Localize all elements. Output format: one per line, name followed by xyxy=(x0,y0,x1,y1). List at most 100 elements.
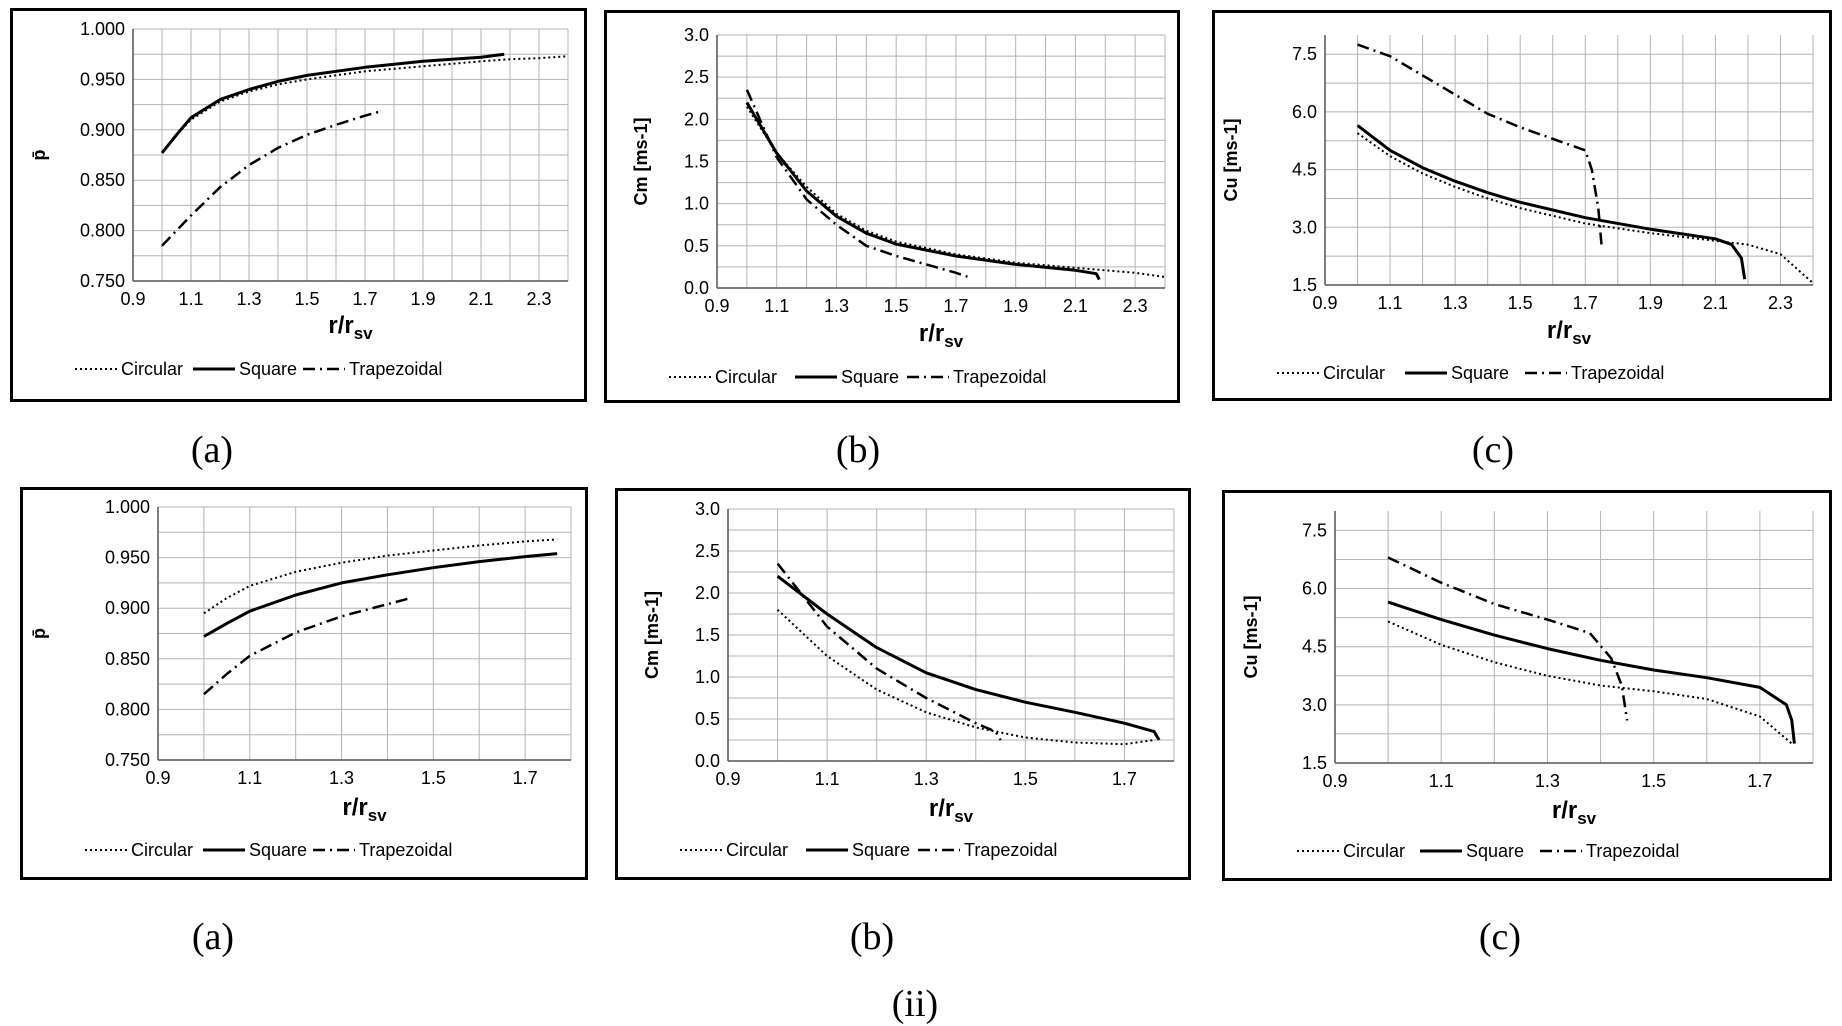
x-axis-title-subscript: sv xyxy=(944,332,963,351)
chart-svg: 0.9 1.1 1.3 1.5 1.7 0.750 0.800 0.850 0.900 0.950… xyxy=(29,497,572,860)
x-tick-label: 2.1 xyxy=(1063,296,1088,316)
y-axis-title: p̄ xyxy=(29,628,49,639)
x-tick-label: 1.9 xyxy=(410,289,435,309)
x-tick-label: 0.9 xyxy=(120,289,145,309)
chart-svg: 0.9 1.1 1.3 1.5 1.7 1.9 2.1 2.3 0.0 0.5 1.0 1.5 2.0 2… xyxy=(631,25,1166,387)
series-line-circular xyxy=(1387,620,1793,745)
chart-svg: 0.9 1.1 1.3 1.5 1.7 1.5 3.0 4.5 6.0 7.5 r/rsv Cu [m… xyxy=(1241,511,1814,861)
series-line-square xyxy=(160,52,505,154)
legend-label-square: Square xyxy=(239,359,297,379)
y-axis-title: p̄ xyxy=(29,150,49,161)
series-line-trapezoidal xyxy=(161,110,380,247)
y-tick-label: 1.5 xyxy=(1302,753,1327,773)
y-tick-label: 1.000 xyxy=(105,497,150,517)
x-tick-label: 1.1 xyxy=(237,768,262,788)
y-tick-label: 0.750 xyxy=(105,750,150,770)
x-tick-label: 1.1 xyxy=(1429,771,1454,791)
legend-label-circular: Circular xyxy=(121,359,183,379)
x-axis-title-subscript: sv xyxy=(1572,329,1591,348)
x-tick-label: 2.3 xyxy=(1768,293,1793,313)
y-axis-title: Cm [ms-1] xyxy=(642,591,662,679)
legend-label-trapezoidal: Trapezoidal xyxy=(1586,841,1679,861)
series-line-square xyxy=(203,552,558,638)
legend-label-square: Square xyxy=(249,840,307,860)
x-tick-label: 1.3 xyxy=(1443,293,1468,313)
y-tick-label: 2.0 xyxy=(695,583,720,603)
y-tick-label: 0.0 xyxy=(684,278,709,298)
x-axis-title-subscript: sv xyxy=(1577,809,1596,828)
chart-panel-3: 0.9 1.1 1.3 1.5 1.7 0.750 0.800 0.850 0.900 0.950… xyxy=(20,487,588,880)
y-tick-label: 0.850 xyxy=(80,170,125,190)
x-axis-title: r/rsv xyxy=(1547,317,1592,348)
legend-label-circular: Circular xyxy=(1343,841,1405,861)
chart-panel-2: 0.9 1.1 1.3 1.5 1.7 1.9 2.1 2.3 1.5 3.0 4.5 6.0 7.5 r… xyxy=(1212,10,1832,401)
x-tick-label: 1.3 xyxy=(329,768,354,788)
x-tick-label: 0.9 xyxy=(715,769,740,789)
legend-label-trapezoidal: Trapezoidal xyxy=(359,840,452,860)
legend-label-trapezoidal: Trapezoidal xyxy=(953,367,1046,387)
y-tick-label: 6.0 xyxy=(1302,579,1327,599)
caption-c-bottom: (c) xyxy=(1478,916,1522,958)
y-tick-label: 1.5 xyxy=(1292,275,1317,295)
legend-label-trapezoidal: Trapezoidal xyxy=(349,359,442,379)
x-axis-title: r/rsv xyxy=(929,795,974,826)
y-tick-label: 0.5 xyxy=(695,709,720,729)
x-axis-title-subscript: sv xyxy=(354,324,373,343)
x-tick-label: 0.9 xyxy=(145,768,170,788)
y-tick-label: 0.900 xyxy=(80,120,125,140)
y-tick-label: 0.0 xyxy=(695,751,720,771)
x-tick-label: 1.7 xyxy=(1573,293,1598,313)
x-axis-title-main: r/r xyxy=(1547,317,1572,344)
x-tick-label: 1.1 xyxy=(815,769,840,789)
x-axis-title-main: r/r xyxy=(1552,797,1577,824)
legend-label-square: Square xyxy=(841,367,899,387)
caption-b-top: (b) xyxy=(835,429,881,471)
legend-label-square: Square xyxy=(1466,841,1524,861)
x-axis-title: r/rsv xyxy=(1552,797,1597,828)
x-tick-label: 1.3 xyxy=(1535,771,1560,791)
y-tick-label: 1.000 xyxy=(80,19,125,39)
y-tick-label: 2.5 xyxy=(695,541,720,561)
legend-label-square: Square xyxy=(1451,363,1509,383)
y-tick-label: 0.800 xyxy=(80,221,125,241)
y-tick-label: 6.0 xyxy=(1292,102,1317,122)
chart-panel-5: 0.9 1.1 1.3 1.5 1.7 1.5 3.0 4.5 6.0 7.5 r/rsv Cu [m… xyxy=(1222,490,1832,881)
series-line-trapezoidal xyxy=(203,596,411,696)
y-tick-label: 7.5 xyxy=(1302,520,1327,540)
series-line-circular xyxy=(203,538,558,615)
y-tick-label: 0.900 xyxy=(105,598,150,618)
x-tick-label: 1.7 xyxy=(513,768,538,788)
y-tick-label: 1.0 xyxy=(684,194,709,214)
x-tick-label: 0.9 xyxy=(1322,771,1347,791)
chart-panel-4: 0.9 1.1 1.3 1.5 1.7 0.0 0.5 1.0 1.5 2.0 2.5 3.0 r/rs… xyxy=(615,488,1191,880)
chart-svg: 0.9 1.1 1.3 1.5 1.7 1.9 2.1 2.3 0.750 0.800 0.850 0… xyxy=(29,19,569,379)
y-tick-label: 0.800 xyxy=(105,699,150,719)
y-tick-label: 4.5 xyxy=(1292,160,1317,180)
y-tick-label: 0.950 xyxy=(80,69,125,89)
legend-label-circular: Circular xyxy=(726,840,788,860)
x-axis-title-main: r/r xyxy=(328,312,353,339)
chart-panel-0: 0.9 1.1 1.3 1.5 1.7 1.9 2.1 2.3 0.750 0.800 0.850 0… xyxy=(10,8,587,402)
x-tick-label: 1.5 xyxy=(421,768,446,788)
x-axis-title-main: r/r xyxy=(919,320,944,347)
x-tick-label: 1.7 xyxy=(1747,771,1772,791)
x-tick-label: 2.1 xyxy=(1703,293,1728,313)
legend-label-trapezoidal: Trapezoidal xyxy=(1571,363,1664,383)
series-line-trapezoidal xyxy=(745,89,972,280)
series-line-circular xyxy=(161,55,569,153)
legend-label-circular: Circular xyxy=(131,840,193,860)
caption-a-top: (a) xyxy=(190,429,234,471)
y-axis-title: Cu [ms-1] xyxy=(1221,118,1241,201)
x-tick-label: 2.1 xyxy=(468,289,493,309)
x-tick-label: 1.7 xyxy=(1112,769,1137,789)
figure-label: (ii) xyxy=(891,983,939,1025)
x-tick-label: 1.1 xyxy=(178,289,203,309)
y-tick-label: 3.0 xyxy=(695,499,720,519)
y-tick-label: 0.750 xyxy=(80,271,125,291)
x-tick-label: 0.9 xyxy=(1312,293,1337,313)
series-line-circular xyxy=(746,106,1166,278)
y-axis-title: Cu [ms-1] xyxy=(1241,595,1261,678)
legend-label-circular: Circular xyxy=(715,367,777,387)
y-tick-label: 3.0 xyxy=(1302,695,1327,715)
x-tick-label: 1.9 xyxy=(1638,293,1663,313)
